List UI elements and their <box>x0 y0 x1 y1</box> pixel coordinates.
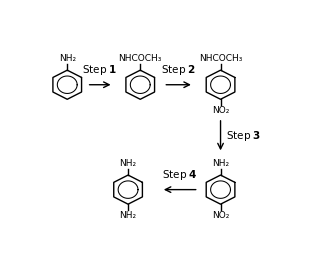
Text: Step $\mathbf{3}$: Step $\mathbf{3}$ <box>226 129 262 143</box>
Text: NH₂: NH₂ <box>212 159 229 168</box>
Text: NO₂: NO₂ <box>212 106 229 115</box>
Text: Step $\mathbf{1}$: Step $\mathbf{1}$ <box>82 63 118 77</box>
Text: NH₂: NH₂ <box>120 211 137 220</box>
Text: NO₂: NO₂ <box>212 211 229 220</box>
Text: NHCOCH₃: NHCOCH₃ <box>119 54 162 63</box>
Text: NHCOCH₃: NHCOCH₃ <box>199 54 242 63</box>
Text: Step $\mathbf{4}$: Step $\mathbf{4}$ <box>162 168 198 182</box>
Text: Step $\mathbf{2}$: Step $\mathbf{2}$ <box>161 63 196 77</box>
Text: NH₂: NH₂ <box>59 54 76 63</box>
Text: NH₂: NH₂ <box>120 159 137 168</box>
